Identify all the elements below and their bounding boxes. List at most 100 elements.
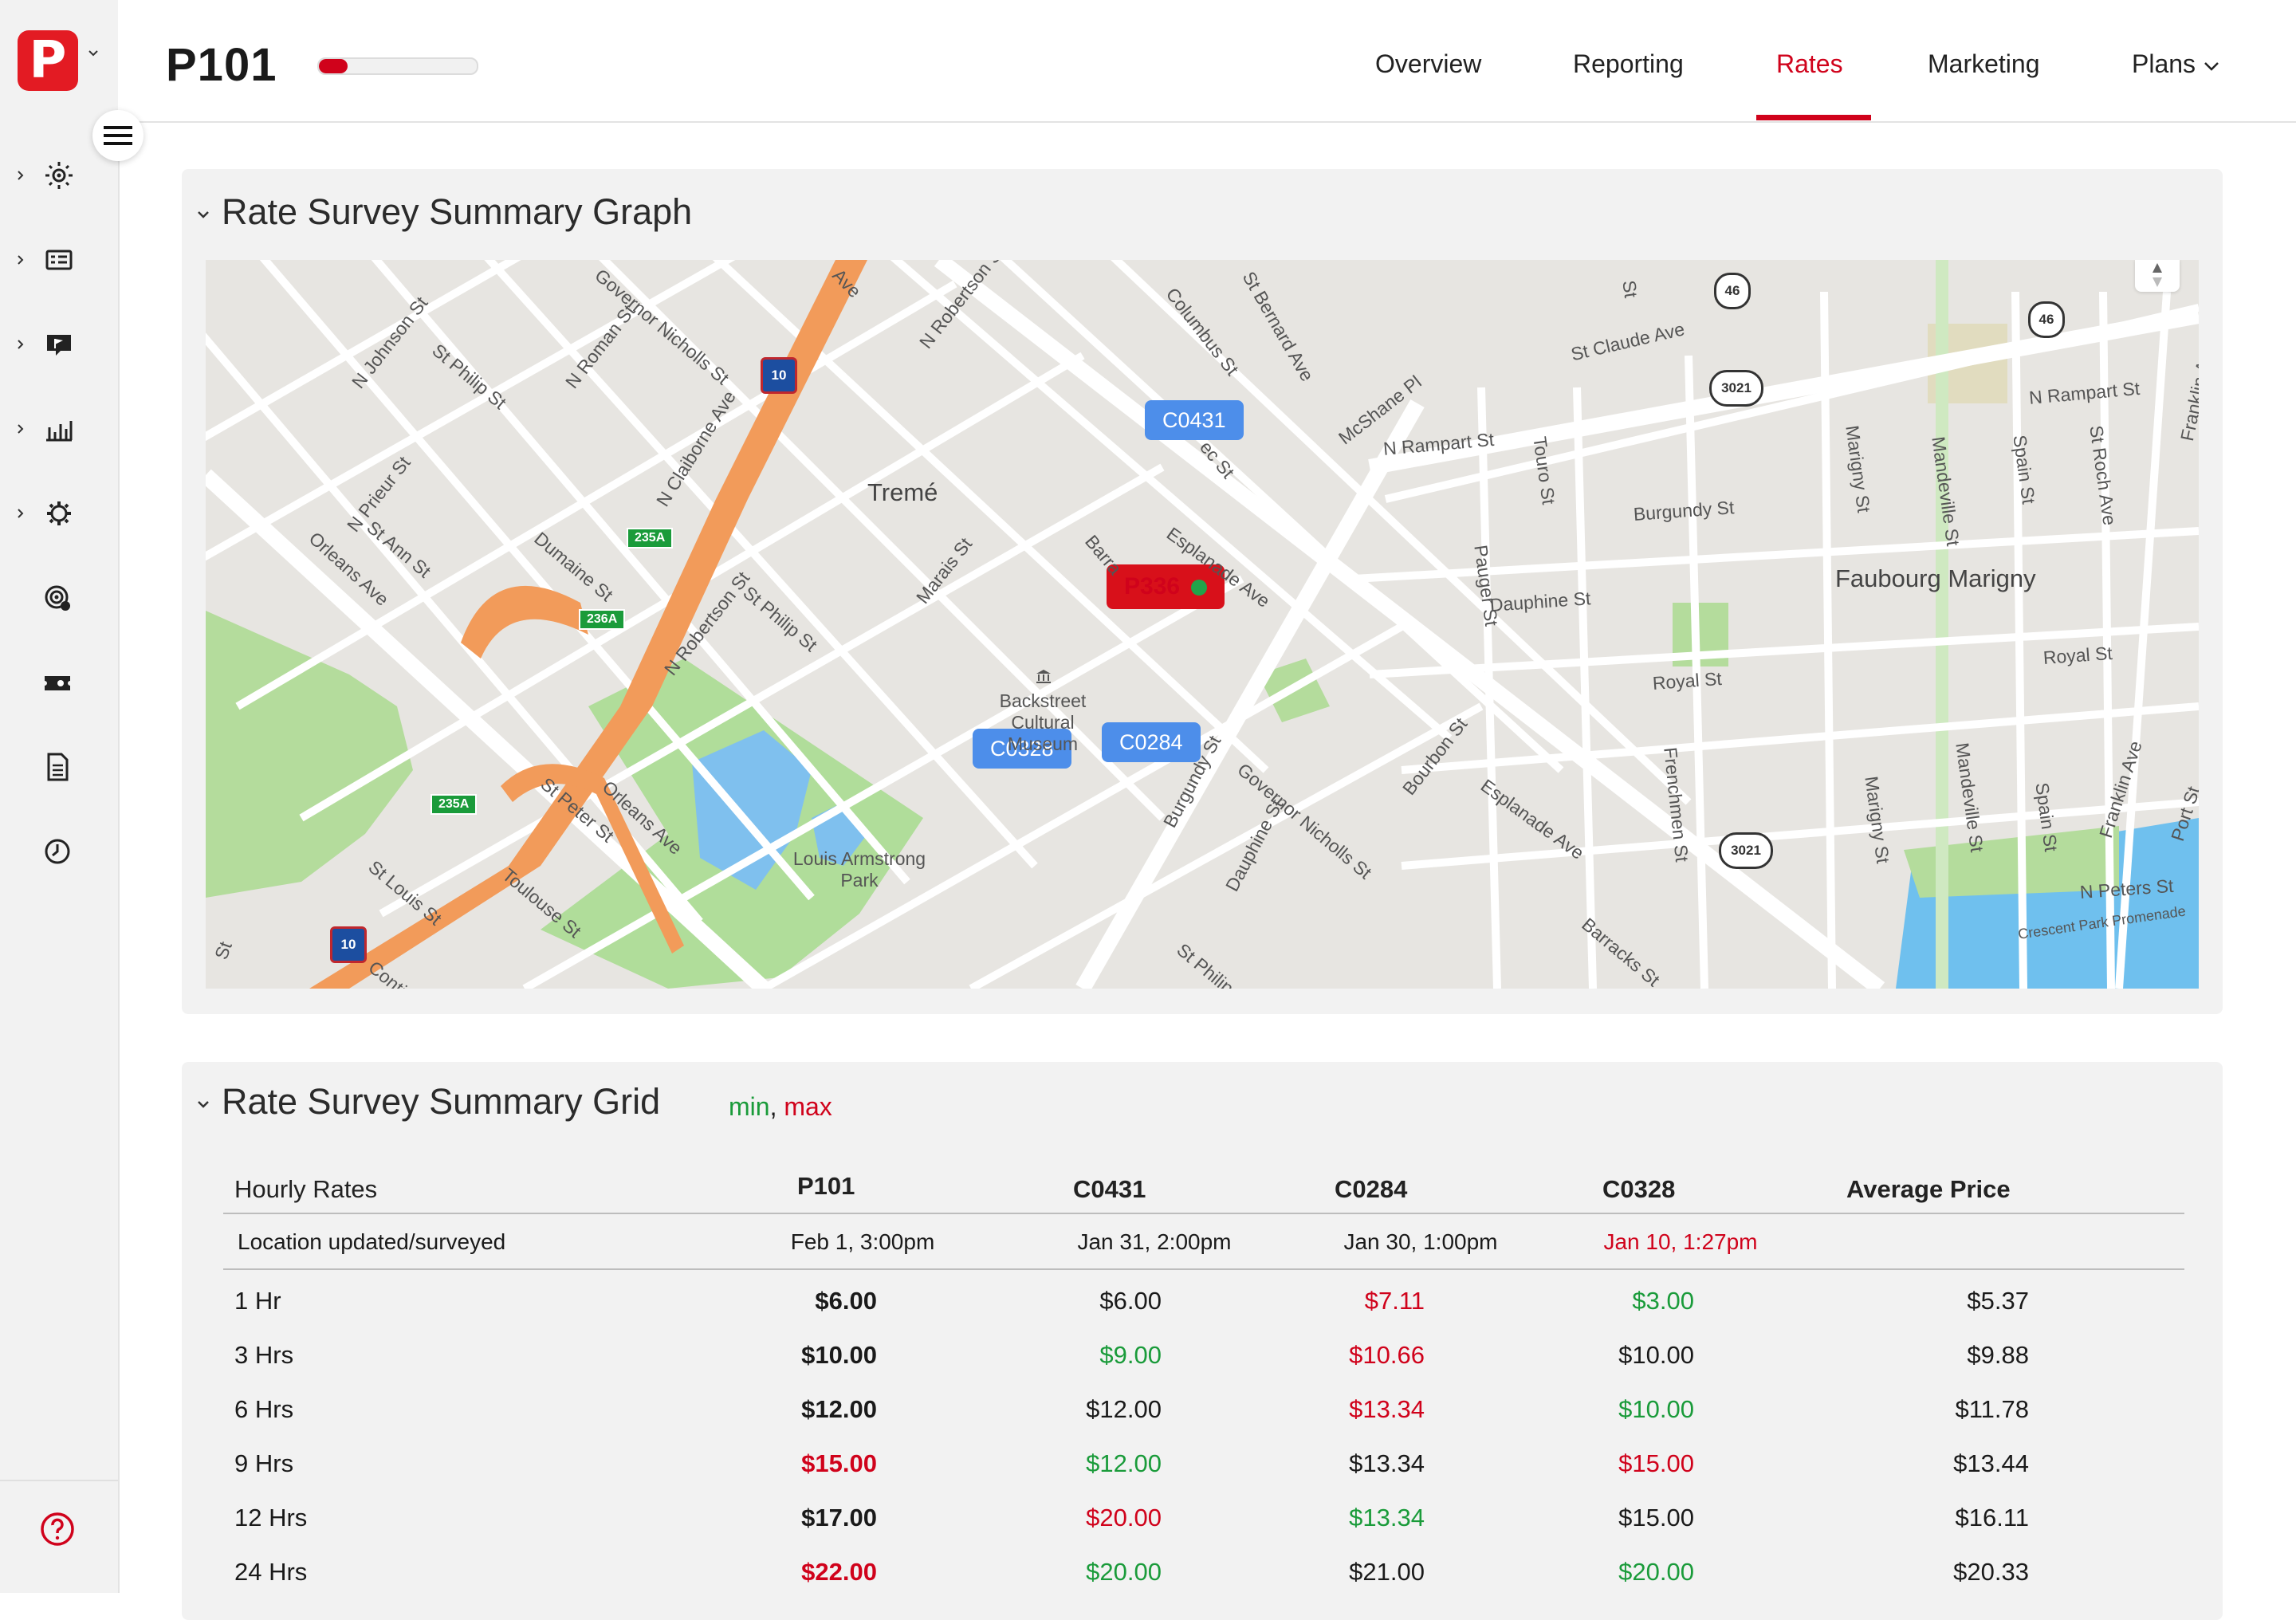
sidebar-item-targeting[interactable] <box>14 574 102 622</box>
rate-cell: $9.00 <box>1099 1341 1162 1369</box>
rate-row-label: 6 Hrs <box>234 1395 294 1423</box>
rate-cell: $10.66 <box>1349 1341 1425 1369</box>
rate-cell: $15.00 <box>1618 1449 1694 1477</box>
museum-icon <box>1036 670 1051 683</box>
interstate-shield: 10 <box>330 926 367 963</box>
rate-cell: $20.00 <box>1086 1558 1162 1586</box>
map-label-treme: Tremé <box>867 478 938 506</box>
legend-max: max <box>784 1092 832 1121</box>
rate-cell: $20.00 <box>1086 1504 1162 1532</box>
tab-marketing[interactable]: Marketing <box>1928 49 2040 78</box>
tab-reporting[interactable]: Reporting <box>1573 49 1684 78</box>
sun-icon <box>45 162 73 189</box>
route-shield: 46 <box>2028 301 2065 338</box>
chevron-down-icon <box>2204 61 2219 71</box>
exit-sign: 235A <box>431 794 478 815</box>
sidebar-item-listings[interactable] <box>14 236 102 284</box>
exit-sign: 236A <box>579 609 626 630</box>
header-divider <box>223 1213 2184 1214</box>
id-card-icon <box>45 250 73 270</box>
rate-cell: $11.78 <box>1955 1395 2029 1423</box>
active-tab-indicator <box>1756 115 1871 120</box>
column-header-c0284: C0284 <box>1335 1175 1408 1203</box>
help-circle-icon[interactable] <box>40 1512 75 1547</box>
rate-cell: $10.00 <box>1618 1395 1694 1423</box>
own-lot-pin-p336[interactable]: P336 <box>1107 564 1225 609</box>
updated-cell: Feb 1, 3:00pm <box>790 1229 935 1254</box>
sidebar: P <box>0 0 120 1593</box>
rate-row-label: 9 Hrs <box>234 1449 294 1477</box>
updated-cell-stale: Jan 10, 1:27pm <box>1603 1229 1758 1254</box>
chevron-right-icon <box>18 171 24 180</box>
rate-cell: $3.00 <box>1632 1287 1694 1315</box>
clock-icon <box>45 839 70 864</box>
menu-toggle-button[interactable] <box>92 110 144 161</box>
chevron-right-icon <box>18 340 24 349</box>
top-header: P101 Overview Reporting Rates Marketing … <box>118 0 2296 123</box>
bar-chart-icon <box>46 421 73 442</box>
route-shield: 3021 <box>1709 370 1763 407</box>
updated-row-label: Location updated/surveyed <box>238 1229 506 1254</box>
collapse-chevron-icon[interactable] <box>196 207 210 222</box>
pin-label: P336 <box>1124 573 1181 600</box>
rate-cell: $12.00 <box>1086 1449 1162 1477</box>
rate-cell: $22.00 <box>801 1558 877 1586</box>
interstate-shield: 10 <box>761 357 797 394</box>
rate-row-label: 12 Hrs <box>234 1504 308 1532</box>
chat-flag-icon <box>47 335 71 356</box>
map-base <box>206 260 2199 989</box>
updated-cell: Jan 31, 2:00pm <box>1077 1229 1232 1254</box>
sidebar-item-tickets[interactable] <box>14 659 102 706</box>
rate-cell: $12.00 <box>801 1395 877 1423</box>
column-header-c0328: C0328 <box>1602 1175 1676 1203</box>
rate-cell: $10.00 <box>801 1341 877 1369</box>
competitor-pin-c0284[interactable]: C0284 <box>1102 722 1201 762</box>
rate-cell: $12.00 <box>1086 1395 1162 1423</box>
panel-title: Rate Survey Summary Grid <box>222 1081 661 1122</box>
sidebar-item-documents[interactable] <box>14 743 102 791</box>
rate-cell: $10.00 <box>1618 1341 1694 1369</box>
row-divider <box>223 1268 2184 1270</box>
collapse-chevron-icon[interactable] <box>196 1097 210 1111</box>
competitor-pin-c0431[interactable]: C0431 <box>1145 400 1244 440</box>
rate-cell: $20.33 <box>1953 1558 2029 1586</box>
document-icon <box>47 753 69 781</box>
sidebar-item-history[interactable] <box>14 828 102 875</box>
column-header-hourly-rates: Hourly Rates <box>234 1175 378 1203</box>
chevron-right-icon <box>18 255 24 265</box>
tab-plans[interactable]: Plans <box>2132 49 2220 79</box>
status-dot-icon <box>1191 580 1208 596</box>
sidebar-item-settings[interactable] <box>14 490 102 537</box>
competitor-pin-c0328[interactable]: C0328 <box>973 729 1071 769</box>
rate-cell: $13.34 <box>1349 1504 1425 1532</box>
progress-bar <box>317 57 478 75</box>
rate-cell: $20.00 <box>1618 1558 1694 1586</box>
parking-logo-icon[interactable]: P <box>18 30 78 91</box>
rate-survey-map[interactable]: C0431 P336 C0328 C0284 Tremé Faubourg Ma… <box>206 260 2199 989</box>
sidebar-item-messages[interactable] <box>14 320 102 368</box>
progress-bar-fill <box>319 59 348 73</box>
target-icon <box>45 585 70 611</box>
rate-cell: $16.11 <box>1955 1504 2029 1532</box>
tab-plans-label: Plans <box>2132 49 2196 78</box>
sidebar-item-reports[interactable] <box>14 405 102 453</box>
exit-sign: 235A <box>627 528 674 549</box>
tab-overview[interactable]: Overview <box>1375 49 1482 78</box>
legend-separator: , <box>769 1092 777 1121</box>
map-label-street: St <box>1618 279 1642 300</box>
rate-row-label: 24 Hrs <box>234 1558 308 1586</box>
rate-cell: $5.37 <box>1967 1287 2029 1315</box>
sidebar-divider <box>0 1480 118 1481</box>
tab-rates[interactable]: Rates <box>1776 49 1843 78</box>
rate-cell: $7.11 <box>1364 1287 1425 1315</box>
updated-cell: Jan 30, 1:00pm <box>1343 1229 1498 1254</box>
chevron-down-icon[interactable] <box>88 48 99 59</box>
ticket-icon <box>45 676 70 690</box>
map-label-faubourg-marigny: Faubourg Marigny <box>1835 564 2036 592</box>
rate-cell: $17.00 <box>801 1504 877 1532</box>
map-label-park: Louis Armstrong Park <box>792 848 926 891</box>
sidebar-item-dashboard[interactable] <box>14 151 102 199</box>
rate-cell: $6.00 <box>1099 1287 1162 1315</box>
rate-cell: $15.00 <box>1618 1504 1694 1532</box>
compass-control[interactable] <box>2135 260 2180 292</box>
